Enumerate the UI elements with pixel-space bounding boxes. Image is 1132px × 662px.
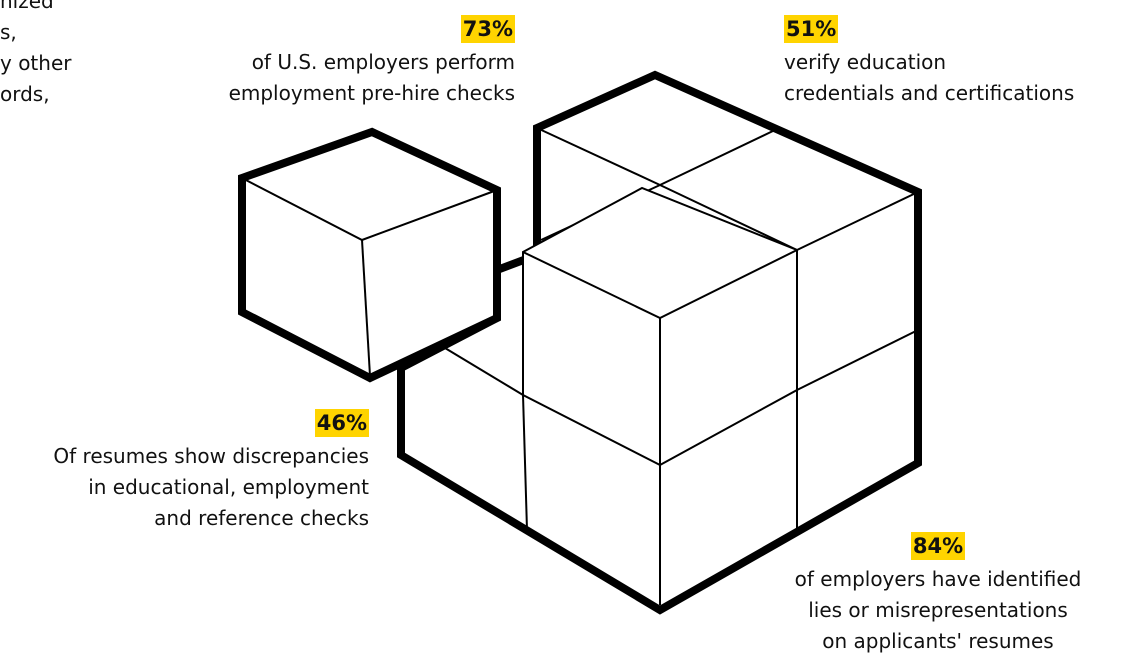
stat-percent: 84% [910, 532, 966, 560]
text-line: Of resumes show discrepancies [53, 444, 369, 468]
text-line: s, [0, 20, 17, 44]
edge [522, 394, 528, 531]
text-line: credentials and certifications [784, 81, 1075, 105]
stat: 51% verify education credentials and cer… [784, 14, 1074, 109]
text-line: of employers have identified [794, 567, 1082, 591]
text-line: in educational, employment [88, 475, 369, 499]
cut-text: nized s, y other ords, [0, 0, 71, 110]
stat: 73% of U.S. employers perform employment… [229, 14, 515, 109]
small-cube [238, 127, 501, 383]
edge [439, 344, 524, 396]
text-line: nized [0, 0, 54, 13]
text-line: verify education [784, 50, 947, 74]
text-line: lies or misrepresentations [808, 598, 1068, 622]
stat-percent: 73% [460, 15, 515, 43]
edge [361, 239, 371, 377]
text-line: y other [0, 51, 72, 75]
stat: 46% Of resumes show discrepancies in edu… [53, 408, 369, 534]
stat-percent: 46% [314, 409, 369, 437]
text-line: employment pre-hire checks [228, 81, 515, 105]
text-line: and reference checks [154, 506, 369, 530]
cubes [238, 70, 922, 615]
stat: 84% of employers have identified lies or… [758, 531, 1118, 657]
text-line: on applicants' resumes [822, 629, 1054, 653]
text-line: of U.S. employers perform [251, 50, 515, 74]
edge [796, 329, 919, 391]
edge [796, 191, 919, 251]
stat-percent: 51% [784, 15, 839, 43]
text-line: ords, [0, 82, 50, 106]
